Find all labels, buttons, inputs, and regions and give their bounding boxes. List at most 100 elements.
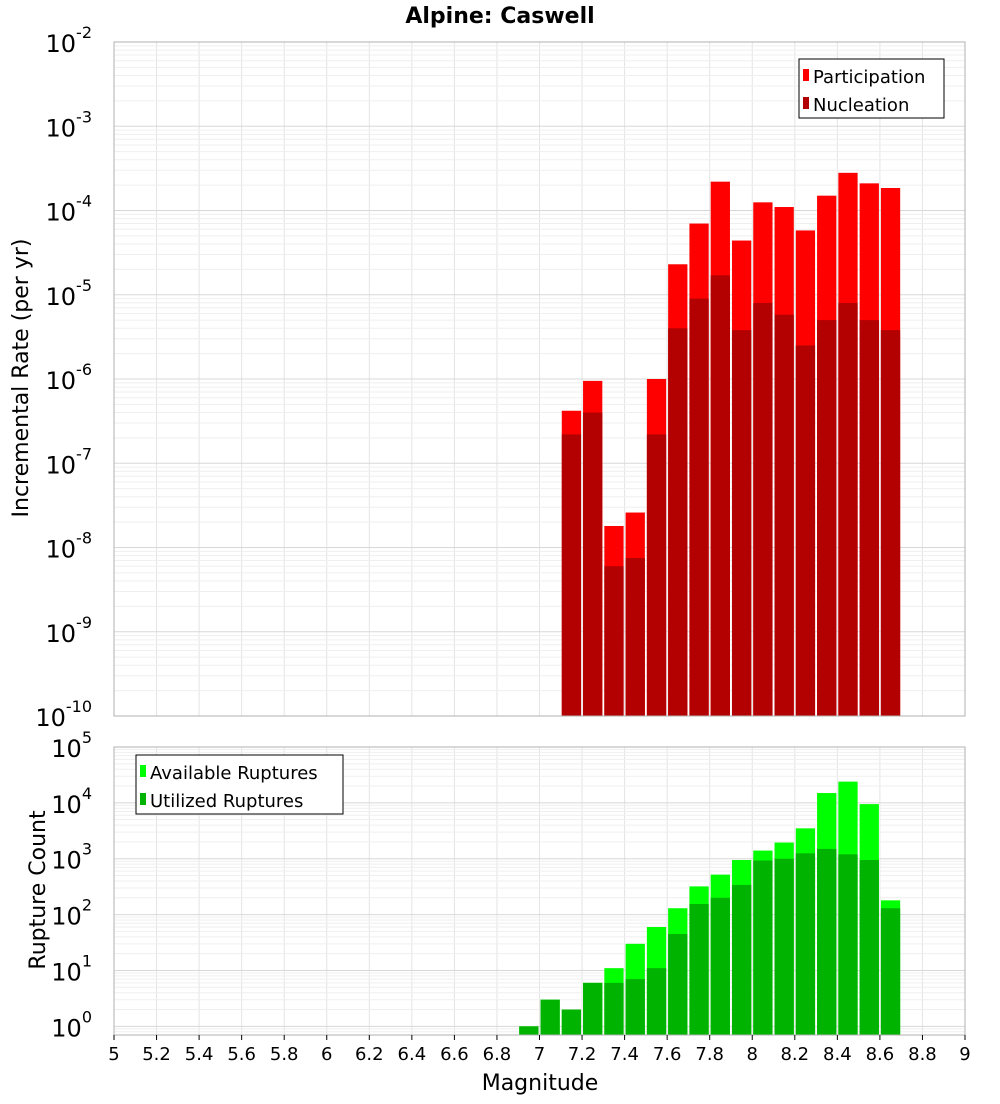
y-tick-label: 105 [51,728,92,763]
y-tick-base: 10 [46,536,77,564]
bar [859,320,879,716]
plot-frame [113,41,966,717]
y-tick-base: 10 [46,283,77,311]
legend-box [135,754,344,815]
x-tick-label: 8 [747,1044,758,1065]
bar [731,884,752,1035]
x-tick-label: 6.8 [483,1044,512,1065]
bar [604,566,624,716]
bar [859,859,879,1035]
x-tick-label: 7.6 [653,1044,682,1065]
y-tick-exponent: 2 [82,896,92,915]
bar [689,903,709,1035]
legend-swatch [140,765,146,777]
y-tick-exponent: -10 [66,697,92,716]
y-tick-label: 10-3 [46,107,93,142]
y-tick-label: 10-8 [46,529,93,564]
bar [795,345,816,716]
x-tick-label: 7.8 [695,1044,724,1065]
x-tick-label: 8.6 [866,1044,895,1065]
y-tick-exponent: -4 [76,192,92,211]
y-tick-label: 10-5 [46,276,93,311]
y-tick-label: 100 [51,1007,92,1042]
bar [668,328,688,716]
top-plot-panel: 10-1010-910-810-710-610-510-410-310-2Par… [35,23,966,732]
y-tick-exponent: -6 [76,360,92,379]
x-tick-label: 8.2 [780,1044,809,1065]
bar [519,1026,539,1035]
bar [583,982,603,1035]
top-y-axis-label: Incremental Rate (per yr) [9,239,34,518]
bar [710,275,730,716]
x-tick-label: 8.4 [823,1044,852,1065]
x-tick-label: 7.2 [568,1044,597,1065]
y-tick-exponent: -5 [76,276,92,295]
grid-lines [114,42,965,716]
x-tick-label: 5.8 [270,1044,299,1065]
bar [646,434,667,716]
x-tick-label: 6 [321,1044,332,1065]
x-tick-label: 6.4 [398,1044,427,1065]
bar [604,982,624,1035]
y-tick-base: 10 [51,958,82,986]
y-tick-base: 10 [46,30,77,58]
bar [710,897,730,1035]
legend-entry: Utilized Ruptures [150,791,303,812]
bar [625,979,645,1035]
y-tick-exponent: -9 [76,613,92,632]
x-tick-label: 5.4 [185,1044,214,1065]
y-tick-exponent: 1 [82,951,92,970]
x-tick-label: 5.2 [142,1044,171,1065]
bar [625,558,645,716]
legend-box [798,58,945,119]
x-tick-label: 7.4 [610,1044,639,1065]
x-axis-ticks: 5 5.2 5.4 5.6 5.8 6 6.2 6.4 6.6 6.8 7 7.2 7.4 7.6 7.8 8… [108,1035,971,1065]
y-tick-base: 10 [51,791,82,819]
bar [838,302,858,716]
y-tick-exponent: 4 [82,784,92,803]
series-front [519,848,901,1035]
y-tick-base: 10 [51,1014,82,1042]
y-tick-base: 10 [46,199,77,227]
y-tick-exponent: 0 [82,1007,92,1026]
x-axis-label: Magnitude [482,1071,599,1096]
y-tick-label: 103 [51,840,92,875]
x-tick-label: 7 [534,1044,545,1065]
bar [668,933,688,1035]
bar [817,848,837,1035]
y-tick-label: 10-4 [46,192,93,227]
legend-entry: Nucleation [813,95,909,116]
y-tick-label: 10-6 [46,360,93,395]
y-tick-exponent: -8 [76,529,92,548]
y-tick-label: 10-9 [46,613,93,648]
series-front [561,275,901,716]
x-tick-label: 5.6 [227,1044,256,1065]
y-tick-base: 10 [35,704,66,732]
legend-swatch [140,793,146,805]
bar [880,908,901,1035]
bar [689,298,709,716]
bar [540,999,560,1035]
bottom-y-axis-label: Rupture Count [26,810,51,970]
y-tick-exponent: 3 [82,840,92,859]
y-tick-exponent: 5 [82,728,92,747]
chart-title: Alpine: Caswell [405,4,594,29]
x-tick-label: 6.6 [440,1044,469,1065]
y-tick-label: 10-10 [35,697,92,732]
legend-entry: Available Ruptures [150,763,318,784]
bar [561,1009,582,1035]
y-tick-base: 10 [46,114,77,142]
y-tick-base: 10 [46,451,77,479]
bar [731,330,752,716]
bar [817,320,837,716]
y-tick-base: 10 [46,620,77,648]
bar [583,412,603,716]
x-tick-label: 5 [108,1044,119,1065]
legend: Available Ruptures Utilized Ruptures [135,754,344,815]
legend: Participation Nucleation [798,58,945,119]
y-tick-label: 102 [51,896,92,931]
x-tick-label: 9 [959,1044,970,1065]
